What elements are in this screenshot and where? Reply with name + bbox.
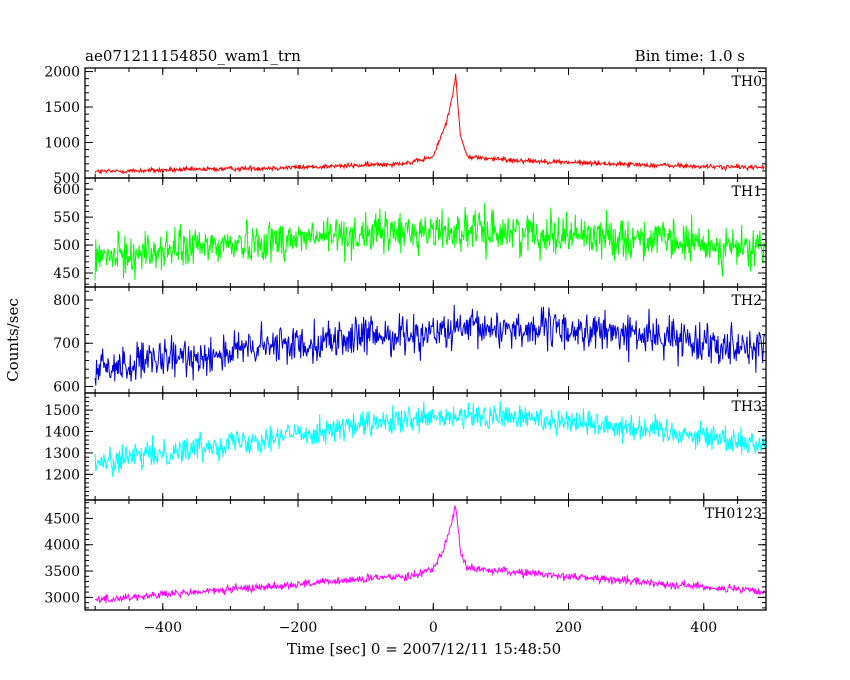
panel-frame [84,286,767,394]
panel-th0: TH0 500 1000 1500 2000 [44,65,767,187]
x-tick-label: −200 [279,620,317,636]
y-tick-label: 500 [53,238,80,254]
panel-label: TH2 [732,293,762,309]
chart-title: ae071211154850_wam1_trn [85,47,301,65]
panel-label: TH0123 [705,506,762,522]
y-tick-label: 2000 [44,65,80,81]
panel-th3: TH3 1200 1300 1400 1500 [44,392,767,501]
y-tick-label: 700 [53,336,80,352]
y-tick-label: 1200 [44,467,80,483]
y-axis-label: Counts/sec [4,298,22,382]
panel-label: TH0 [732,74,762,90]
y-tick-label: 4000 [44,538,80,554]
y-tick-label: 1300 [44,446,80,462]
x-axis: −400 −200 0 200 400 [144,620,718,636]
series-th2 [94,304,766,386]
y-tick-label: 3000 [44,590,80,606]
panels-group: TH0 500 1000 1500 2000 TH1 450 500 550 600 TH2 600 7… [44,65,767,611]
series-th1 [94,202,766,281]
y-tick-label: 1500 [44,100,80,116]
panel-label: TH3 [732,399,762,415]
y-tick-label: 3500 [44,564,80,580]
y-tick-label: 1400 [44,425,80,441]
series-th0123 [94,505,766,604]
y-tick-label: 600 [53,182,80,198]
y-tick-label: 1500 [44,403,80,419]
series-th3 [94,400,766,477]
panel-th1: TH1 450 500 550 600 [53,177,767,288]
series-th0 [94,73,765,175]
panel-th0123: TH0123 3000 3500 4000 4500 [44,499,767,611]
x-tick-label: 0 [429,620,438,636]
x-axis-label: Time [sec] 0 = 2007/12/11 15:48:50 [287,640,561,658]
x-tick-label: 400 [690,620,717,636]
panel-frame [84,67,767,179]
y-tick-label: 1000 [44,136,80,152]
y-tick-label: 450 [53,266,80,282]
x-tick-label: 200 [555,620,582,636]
y-tick-label: 550 [53,210,80,226]
bin-time-label: Bin time: 1.0 s [635,47,745,65]
y-tick-label: 4500 [44,511,80,527]
y-tick-label: 600 [53,380,80,396]
x-tick-label: −400 [144,620,182,636]
y-tick-label: 800 [53,293,80,309]
panel-label: TH1 [732,184,762,200]
panel-th2: TH2 600 700 800 [53,286,767,396]
y-tick-label: 500 [53,171,80,187]
